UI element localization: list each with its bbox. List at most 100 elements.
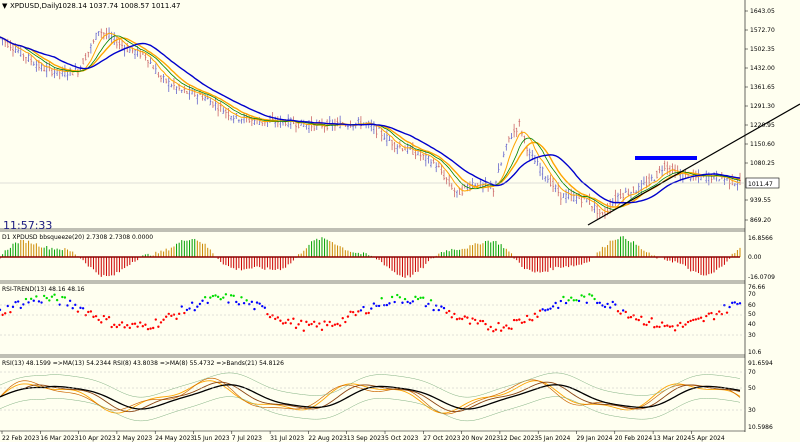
price-tick-label: 1080.25	[750, 160, 775, 167]
rsi-trend-dot	[518, 318, 521, 321]
rsi-trend-dot	[593, 297, 596, 301]
rsi-trend-dot	[707, 312, 711, 315]
time-tick-label: 13 Mar 2024	[653, 435, 691, 442]
rsi-trend-dot	[245, 299, 248, 302]
rsi-trend-dot	[131, 322, 134, 326]
rsi-trend-dot	[89, 310, 93, 313]
rsi-trend-dot	[19, 306, 22, 310]
price-tick-label: 1150.60	[750, 141, 775, 148]
rsi-trend-dot	[705, 314, 708, 318]
rsi-trend-dot	[702, 319, 705, 323]
rsi-trend-dot	[528, 318, 531, 321]
server-clock: 11:57:33	[3, 219, 52, 232]
rsi-trend-dot	[323, 320, 326, 323]
rsi-trend-dot	[538, 309, 542, 312]
rsi-trend-dot	[692, 318, 695, 322]
rsi-title: RSI(13) 48.1599 =>MA(13) 54.2344 RSI(8) …	[2, 360, 284, 367]
rsi-trend-dot	[162, 318, 165, 321]
rsi-trend-dot	[422, 296, 425, 299]
time-tick-label: 10 Apr 2023	[79, 435, 116, 442]
rsi-trend-dot	[281, 322, 285, 325]
rsi-trend-dot	[640, 315, 643, 318]
rsi-trend-dot	[154, 318, 157, 321]
rsi-trend-dot	[499, 329, 503, 332]
rsi-trend-axis-70: 70	[748, 291, 756, 298]
rsi-trend-dot	[660, 321, 664, 324]
rsi-trend-dot	[489, 325, 492, 329]
rsi-trend-dot	[583, 295, 586, 298]
rsi-trend-dot	[338, 324, 342, 327]
time-axis: 22 Feb 2023 16 Mar 2023 10 Apr 2023 2 May 2…	[1, 431, 725, 442]
price-tick-label: 1502.35	[750, 46, 775, 53]
rsi-trend-dot	[728, 305, 731, 309]
rsi-trend-dot	[74, 303, 77, 307]
time-tick-label: 2 May 2023	[117, 435, 152, 442]
price-tick-label: 939.55	[750, 197, 771, 204]
rsi-trend-dot	[297, 323, 300, 326]
rsi-trend-dot	[546, 308, 550, 311]
rsi-trend-dot	[608, 306, 612, 309]
rsi-trend-dot	[364, 312, 368, 315]
trendline[interactable]	[587, 103, 800, 226]
rsi-trend-dot	[139, 321, 142, 324]
rsi-trend-dot	[523, 320, 526, 324]
rsi-trend-dot	[367, 311, 370, 315]
rsi-trend-dot	[398, 296, 402, 299]
triangle-down-icon[interactable]: ▼	[2, 2, 8, 10]
rsi-trend-dot	[647, 320, 651, 324]
rsi-trend-dot	[216, 295, 220, 299]
rsi-trend-dot	[492, 330, 495, 333]
rsi-trend-dot	[590, 294, 594, 297]
rsi-trend-dot	[497, 321, 500, 325]
rsi-trend-dots[interactable]	[0, 293, 742, 333]
rsi-trend-dot	[224, 293, 228, 296]
rsi-trend-dot	[484, 322, 487, 326]
rsi-trend-dot	[294, 326, 298, 330]
rsi-trend-dot	[113, 323, 116, 327]
rsi-trend-dot	[55, 298, 59, 302]
rsi-trend-dot	[611, 300, 614, 304]
rsi-trend-dot	[731, 301, 734, 305]
rsi-trend-dot	[442, 306, 446, 310]
bbsqueeze-histogram[interactable]	[0, 236, 741, 278]
rsi-trend-dot	[68, 299, 72, 303]
rsi-trend-dot	[9, 310, 12, 314]
rsi-trend-dot	[668, 325, 672, 328]
rsi-trend-dot	[718, 310, 721, 313]
rsi-trend-dot	[554, 301, 557, 305]
rsi-trend-dot	[466, 316, 469, 319]
rsi-trend-dot	[110, 325, 113, 329]
rsi-trend-dot	[105, 317, 108, 321]
rsi-trend-dot	[312, 320, 316, 323]
rsi-trend-dot	[559, 299, 563, 303]
rsi-trend-dot	[435, 304, 438, 307]
rsi-trend-dot	[211, 294, 215, 298]
rsi-trend-dot	[424, 304, 428, 308]
ohlc-values: 1028.14 1037.74 1008.57 1011.47	[58, 2, 180, 10]
rsi-trend-dot	[676, 324, 679, 327]
rsi-trend-dot	[0, 308, 2, 312]
rsi-trend-dot	[87, 310, 90, 314]
rsi-trend-dot	[94, 314, 98, 318]
rsi-trend-dot	[325, 323, 329, 327]
rsi-axis-30: 30	[748, 407, 756, 414]
rsi-trend-dot	[190, 301, 194, 304]
rsi-trend-dot	[645, 323, 648, 327]
rsi-trend-dot	[279, 319, 282, 322]
rsi-trend-dot	[24, 297, 28, 301]
rsi-trend-dot	[725, 311, 729, 314]
rsi-trend-dot	[637, 318, 640, 322]
rsi-trend-dot	[45, 296, 48, 300]
rsi-trend-dot	[305, 320, 308, 324]
time-tick-label: 24 May 2023	[155, 435, 194, 442]
price-panel[interactable]	[0, 27, 741, 220]
rsi-trend-dot	[531, 319, 534, 322]
rsi-trend-dot	[372, 302, 376, 305]
rsi-trend-dot	[331, 324, 334, 328]
rsi-trend-dot	[642, 323, 646, 326]
rsi-trend-dot	[429, 299, 433, 302]
rsi-trend-dot	[92, 315, 95, 319]
rsi-trend-dot	[201, 299, 204, 302]
current-price-label: 1011.47	[748, 181, 773, 188]
